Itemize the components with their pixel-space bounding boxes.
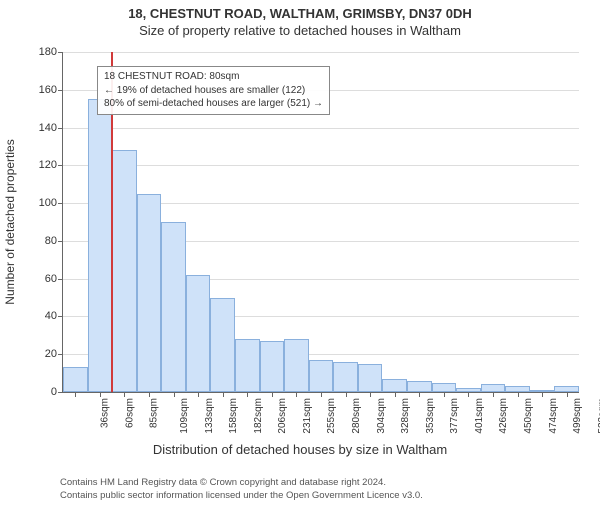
histogram-bar <box>432 383 457 392</box>
x-tick-mark <box>370 392 371 397</box>
x-tick-label: 304sqm <box>376 398 387 434</box>
y-tick-mark <box>58 128 63 129</box>
y-tick-label: 120 <box>39 159 57 171</box>
chart-container: 18, CHESTNUT ROAD, WALTHAM, GRIMSBY, DN3… <box>0 6 600 506</box>
x-tick-mark <box>567 392 568 397</box>
x-tick-mark <box>149 392 150 397</box>
y-axis-label: Number of detached properties <box>3 139 17 304</box>
x-tick-mark <box>272 392 273 397</box>
x-tick-mark <box>395 392 396 397</box>
x-tick-label: 36sqm <box>100 398 111 428</box>
annotation-line2: ← 19% of detached houses are smaller (12… <box>104 84 323 98</box>
x-tick-mark <box>542 392 543 397</box>
chart-title-line1: 18, CHESTNUT ROAD, WALTHAM, GRIMSBY, DN3… <box>0 6 600 21</box>
y-tick-label: 180 <box>39 46 57 58</box>
histogram-bar <box>407 381 432 392</box>
x-tick-label: 377sqm <box>449 398 460 434</box>
histogram-bar <box>210 298 235 392</box>
x-tick-mark <box>321 392 322 397</box>
x-tick-mark <box>223 392 224 397</box>
y-tick-mark <box>58 392 63 393</box>
x-tick-label: 60sqm <box>124 398 135 428</box>
y-tick-mark <box>58 316 63 317</box>
y-tick-mark <box>58 279 63 280</box>
x-tick-mark <box>296 392 297 397</box>
x-tick-label: 85sqm <box>149 398 160 428</box>
x-tick-mark <box>174 392 175 397</box>
histogram-bar <box>112 150 137 392</box>
x-tick-mark <box>444 392 445 397</box>
y-tick-mark <box>58 165 63 166</box>
x-tick-label: 133sqm <box>204 398 215 434</box>
x-tick-mark <box>100 392 101 397</box>
grid-line <box>63 128 579 129</box>
y-tick-mark <box>58 52 63 53</box>
annotation-line1: 18 CHESTNUT ROAD: 80sqm <box>104 70 323 84</box>
x-tick-label: 280sqm <box>351 398 362 434</box>
x-axis-label: Distribution of detached houses by size … <box>0 442 600 457</box>
grid-line <box>63 165 579 166</box>
annotation-line3: 80% of semi-detached houses are larger (… <box>104 97 323 111</box>
grid-line <box>63 52 579 53</box>
y-tick-mark <box>58 354 63 355</box>
x-tick-label: 206sqm <box>277 398 288 434</box>
histogram-bar <box>309 360 334 392</box>
y-tick-label: 80 <box>45 235 57 247</box>
y-tick-label: 100 <box>39 197 57 209</box>
histogram-bar <box>382 379 407 392</box>
x-tick-mark <box>468 392 469 397</box>
x-tick-mark <box>247 392 248 397</box>
histogram-bar <box>186 275 211 392</box>
y-tick-label: 20 <box>45 348 57 360</box>
footer-line2: Contains public sector information licen… <box>60 490 423 502</box>
y-tick-mark <box>58 241 63 242</box>
annotation-box: 18 CHESTNUT ROAD: 80sqm ← 19% of detache… <box>97 66 330 115</box>
x-tick-label: 158sqm <box>228 398 239 434</box>
x-tick-label: 182sqm <box>253 398 264 434</box>
plot-area: 02040608010012014016018036sqm60sqm85sqm1… <box>62 52 579 393</box>
y-tick-mark <box>58 203 63 204</box>
histogram-bar <box>284 339 309 392</box>
histogram-bar <box>481 384 506 392</box>
x-tick-label: 499sqm <box>572 398 583 434</box>
y-tick-label: 0 <box>51 386 57 398</box>
y-tick-label: 60 <box>45 273 57 285</box>
x-tick-label: 474sqm <box>548 398 559 434</box>
x-tick-mark <box>75 392 76 397</box>
x-tick-mark <box>419 392 420 397</box>
x-tick-label: 231sqm <box>302 398 313 434</box>
x-tick-label: 109sqm <box>179 398 190 434</box>
histogram-bar <box>161 222 186 392</box>
footer-attribution: Contains HM Land Registry data © Crown c… <box>60 477 423 502</box>
y-tick-label: 40 <box>45 310 57 322</box>
x-tick-mark <box>346 392 347 397</box>
histogram-bar <box>358 364 383 392</box>
y-tick-label: 160 <box>39 84 57 96</box>
x-tick-mark <box>493 392 494 397</box>
x-tick-label: 353sqm <box>425 398 436 434</box>
histogram-bar <box>137 194 162 392</box>
x-tick-mark <box>124 392 125 397</box>
x-tick-label: 426sqm <box>499 398 510 434</box>
x-tick-mark <box>198 392 199 397</box>
y-tick-label: 140 <box>39 122 57 134</box>
histogram-bar <box>260 341 285 392</box>
x-tick-label: 450sqm <box>523 398 534 434</box>
histogram-bar <box>88 99 113 392</box>
y-tick-mark <box>58 90 63 91</box>
histogram-bar <box>333 362 358 392</box>
x-tick-label: 328sqm <box>400 398 411 434</box>
x-tick-mark <box>518 392 519 397</box>
x-tick-label: 401sqm <box>474 398 485 434</box>
histogram-bar <box>235 339 260 392</box>
footer-line1: Contains HM Land Registry data © Crown c… <box>60 477 423 489</box>
chart-title-line2: Size of property relative to detached ho… <box>0 23 600 38</box>
histogram-bar <box>63 367 88 392</box>
x-tick-label: 255sqm <box>327 398 338 434</box>
